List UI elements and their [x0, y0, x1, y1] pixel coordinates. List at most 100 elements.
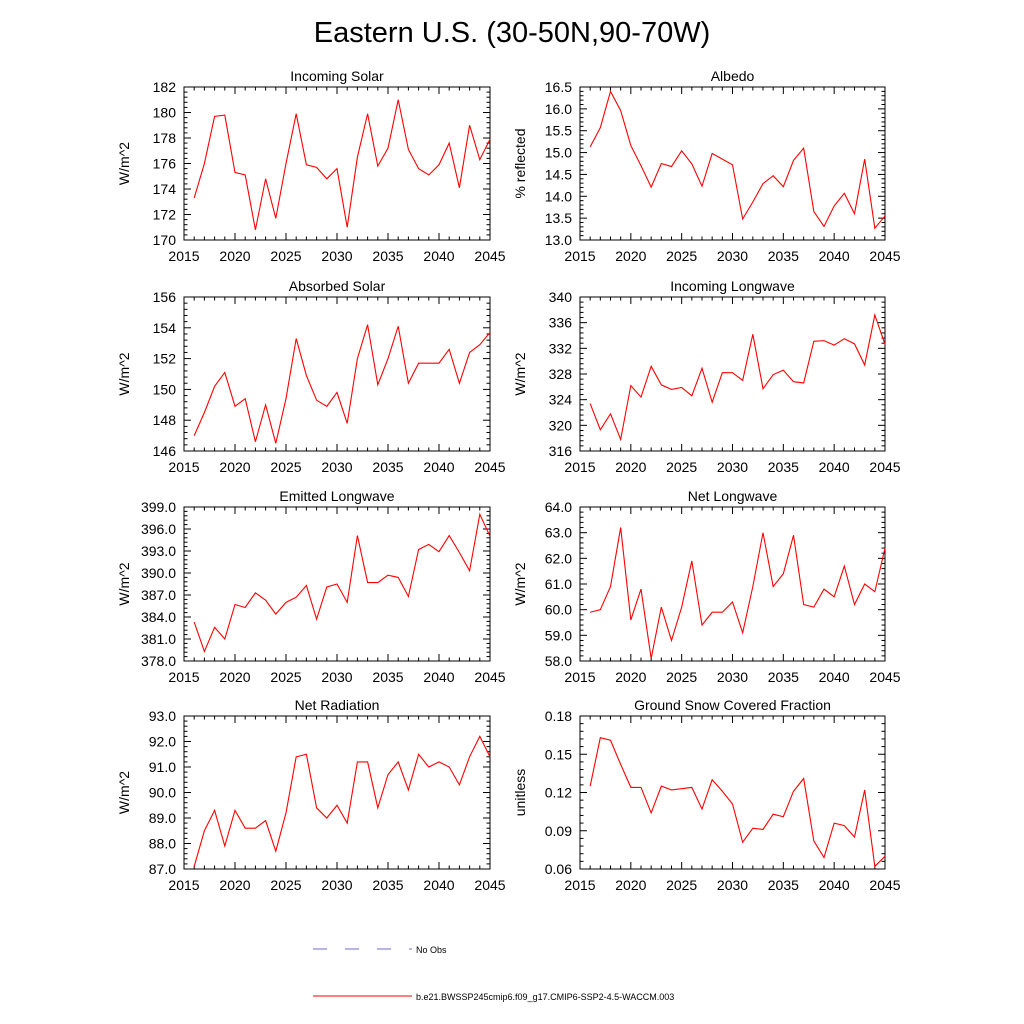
y-tick-label: 0.12	[545, 785, 572, 801]
x-tick-label: 2015	[564, 459, 595, 475]
x-tick-label: 2025	[666, 248, 697, 264]
y-tick-label: 90.0	[149, 785, 176, 801]
y-tick-label: 390.0	[141, 565, 176, 581]
x-tick-label: 2035	[768, 877, 799, 893]
x-tick-label: 2015	[168, 248, 199, 264]
y-tick-label: 0.15	[545, 746, 572, 762]
y-axis-label: W/m^2	[116, 142, 132, 185]
x-tick-label: 2020	[219, 459, 250, 475]
x-tick-label: 2035	[768, 459, 799, 475]
figure-canvas: Eastern U.S. (30-50N,90-70W) Incoming So…	[0, 0, 1024, 1024]
x-tick-label: 2035	[768, 669, 799, 685]
y-tick-label: 61.0	[545, 576, 572, 592]
y-tick-label: 156	[153, 289, 177, 305]
y-tick-label: 16.0	[545, 101, 572, 117]
y-tick-label: 148	[153, 412, 177, 428]
y-tick-label: 89.0	[149, 810, 176, 826]
x-tick-label: 2025	[270, 248, 301, 264]
panel-title: Incoming Solar	[290, 68, 384, 84]
panel-title: Incoming Longwave	[670, 278, 795, 294]
x-tick-label: 2025	[666, 669, 697, 685]
x-tick-label: 2045	[869, 459, 900, 475]
x-tick-label: 2020	[219, 248, 250, 264]
x-tick-label: 2045	[474, 669, 505, 685]
y-axis-label: % reflected	[512, 128, 528, 198]
x-tick-label: 2035	[372, 669, 403, 685]
panel-title: Net Radiation	[295, 697, 380, 713]
x-tick-label: 2040	[819, 669, 850, 685]
x-tick-label: 2040	[423, 248, 454, 264]
x-tick-label: 2035	[372, 248, 403, 264]
y-tick-label: 384.0	[141, 609, 176, 625]
y-tick-label: 92.0	[149, 734, 176, 750]
y-tick-label: 174	[153, 181, 177, 197]
x-tick-label: 2030	[717, 248, 748, 264]
y-tick-label: 152	[153, 351, 177, 367]
y-tick-label: 58.0	[545, 653, 572, 669]
y-axis-label: W/m^2	[116, 771, 132, 814]
y-tick-label: 93.0	[149, 708, 176, 724]
x-tick-label: 2015	[168, 669, 199, 685]
y-axis-label: W/m^2	[116, 352, 132, 395]
y-tick-label: 399.0	[141, 499, 176, 515]
x-tick-label: 2030	[321, 248, 352, 264]
y-tick-label: 13.5	[545, 210, 572, 226]
y-tick-label: 172	[153, 207, 177, 223]
y-axis-label: W/m^2	[512, 562, 528, 605]
y-tick-label: 176	[153, 156, 177, 172]
x-tick-label: 2040	[423, 459, 454, 475]
y-tick-label: 180	[153, 105, 177, 121]
y-axis-label: unitless	[512, 769, 528, 816]
x-tick-label: 2020	[615, 459, 646, 475]
y-tick-label: 13.0	[545, 232, 572, 248]
y-tick-label: 59.0	[545, 627, 572, 643]
x-tick-label: 2040	[423, 877, 454, 893]
x-tick-label: 2020	[219, 877, 250, 893]
x-tick-label: 2030	[717, 669, 748, 685]
legend-model-label: b.e21.BWSSP245cmip6.f09_g17.CMIP6-SSP2-4…	[416, 992, 674, 1002]
y-tick-label: 88.0	[149, 836, 176, 852]
x-tick-label: 2035	[372, 459, 403, 475]
x-tick-label: 2040	[819, 877, 850, 893]
x-tick-label: 2015	[564, 669, 595, 685]
y-tick-label: 62.0	[545, 550, 572, 566]
x-tick-label: 2045	[474, 459, 505, 475]
y-tick-label: 16.5	[545, 79, 572, 95]
x-tick-label: 2045	[869, 877, 900, 893]
x-tick-label: 2045	[869, 248, 900, 264]
x-tick-label: 2020	[615, 669, 646, 685]
y-tick-label: 15.5	[545, 123, 572, 139]
x-tick-label: 2025	[666, 459, 697, 475]
x-tick-label: 2020	[219, 669, 250, 685]
y-tick-label: 324	[549, 392, 573, 408]
legend-obs-label: No Obs	[416, 945, 447, 955]
x-tick-label: 2045	[869, 669, 900, 685]
panel-title: Net Longwave	[688, 488, 778, 504]
y-tick-label: 396.0	[141, 521, 176, 537]
x-tick-label: 2015	[168, 877, 199, 893]
y-tick-label: 146	[153, 443, 177, 459]
panel-title: Albedo	[711, 68, 755, 84]
y-tick-label: 14.5	[545, 166, 572, 182]
x-tick-label: 2040	[819, 248, 850, 264]
y-axis-label: W/m^2	[116, 562, 132, 605]
y-tick-label: 393.0	[141, 543, 176, 559]
y-tick-label: 320	[549, 417, 573, 433]
panel-title: Absorbed Solar	[289, 278, 386, 294]
x-tick-label: 2025	[270, 669, 301, 685]
x-tick-label: 2015	[564, 248, 595, 264]
x-tick-label: 2020	[615, 248, 646, 264]
y-tick-label: 14.0	[545, 188, 572, 204]
y-tick-label: 91.0	[149, 759, 176, 775]
y-tick-label: 332	[549, 340, 573, 356]
x-tick-label: 2030	[321, 459, 352, 475]
y-tick-label: 63.0	[545, 525, 572, 541]
x-tick-label: 2020	[615, 877, 646, 893]
y-tick-label: 0.06	[545, 861, 572, 877]
x-tick-label: 2035	[372, 877, 403, 893]
y-tick-label: 0.18	[545, 708, 572, 724]
x-tick-label: 2025	[666, 877, 697, 893]
y-tick-label: 154	[153, 320, 177, 336]
x-tick-label: 2015	[168, 459, 199, 475]
x-tick-label: 2030	[321, 877, 352, 893]
